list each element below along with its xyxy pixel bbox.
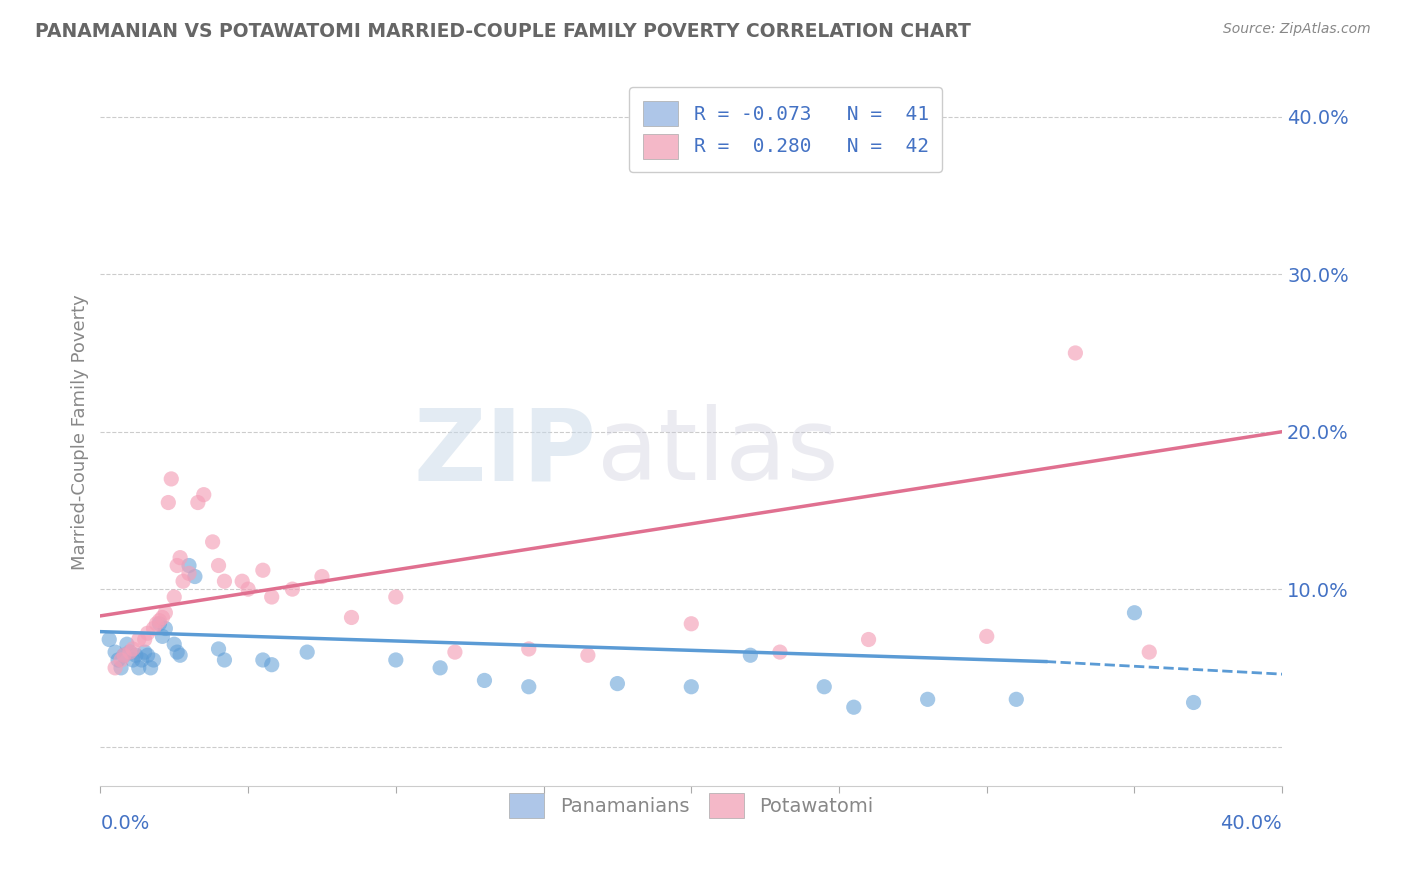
Point: [121, 653, 143, 667]
Point: [740, 648, 762, 663]
Point: [201, 535, 224, 549]
Point: [1182, 696, 1205, 710]
Point: [295, 645, 318, 659]
Point: [252, 653, 274, 667]
Point: [236, 582, 259, 596]
Point: [118, 645, 141, 659]
Point: [260, 590, 283, 604]
Point: [184, 569, 207, 583]
Point: [214, 653, 236, 667]
Point: [681, 616, 703, 631]
Point: [385, 590, 408, 604]
Point: [163, 590, 186, 604]
Point: [207, 558, 229, 573]
Point: [1137, 645, 1160, 659]
Point: [385, 653, 408, 667]
Point: [128, 661, 150, 675]
Point: [104, 661, 127, 675]
Point: [163, 637, 186, 651]
Point: [576, 648, 599, 663]
Text: Source: ZipAtlas.com: Source: ZipAtlas.com: [1223, 22, 1371, 37]
Point: [769, 645, 792, 659]
Point: [976, 629, 998, 643]
Point: [160, 472, 183, 486]
Text: PANAMANIAN VS POTAWATOMI MARRIED-COUPLE FAMILY POVERTY CORRELATION CHART: PANAMANIAN VS POTAWATOMI MARRIED-COUPLE …: [35, 22, 972, 41]
Point: [281, 582, 304, 596]
Point: [917, 692, 939, 706]
Point: [340, 610, 363, 624]
Point: [148, 614, 170, 628]
Point: [169, 648, 191, 663]
Point: [1064, 346, 1087, 360]
Point: [118, 645, 141, 659]
Point: [813, 680, 835, 694]
Point: [155, 606, 177, 620]
Point: [131, 653, 153, 667]
Point: [517, 642, 540, 657]
Point: [517, 680, 540, 694]
Point: [1005, 692, 1028, 706]
Point: [858, 632, 880, 647]
Point: [134, 632, 156, 647]
Point: [128, 632, 150, 647]
Point: [134, 645, 156, 659]
Point: [112, 648, 135, 663]
Point: [115, 637, 138, 651]
Point: [136, 648, 159, 663]
Text: 0.0%: 0.0%: [100, 814, 149, 833]
Point: [110, 661, 132, 675]
Point: [311, 569, 333, 583]
Point: [169, 550, 191, 565]
Point: [157, 495, 180, 509]
Point: [606, 676, 628, 690]
Point: [155, 622, 177, 636]
Point: [429, 661, 451, 675]
Point: [444, 645, 467, 659]
Point: [166, 558, 188, 573]
Y-axis label: Married-Couple Family Poverty: Married-Couple Family Poverty: [72, 293, 89, 570]
Point: [125, 648, 148, 663]
Point: [193, 488, 215, 502]
Point: [139, 661, 162, 675]
Point: [474, 673, 496, 688]
Point: [136, 626, 159, 640]
Point: [142, 653, 165, 667]
Point: [842, 700, 865, 714]
Point: [260, 657, 283, 672]
Point: [112, 648, 135, 663]
Point: [110, 653, 132, 667]
Point: [145, 616, 167, 631]
Point: [252, 563, 274, 577]
Text: atlas: atlas: [596, 404, 838, 501]
Point: [214, 574, 236, 589]
Point: [104, 645, 127, 659]
Point: [177, 558, 200, 573]
Point: [207, 642, 229, 657]
Point: [107, 653, 129, 667]
Point: [152, 610, 174, 624]
Legend: Panamanians, Potawatomi: Panamanians, Potawatomi: [502, 785, 882, 826]
Point: [152, 629, 174, 643]
Point: [166, 645, 188, 659]
Point: [187, 495, 209, 509]
Point: [172, 574, 194, 589]
Point: [121, 642, 143, 657]
Point: [142, 622, 165, 636]
Text: ZIP: ZIP: [413, 404, 596, 501]
Point: [177, 566, 200, 581]
Point: [148, 616, 170, 631]
Point: [1123, 606, 1146, 620]
Point: [98, 632, 121, 647]
Text: 40.0%: 40.0%: [1220, 814, 1282, 833]
Point: [231, 574, 253, 589]
Point: [681, 680, 703, 694]
